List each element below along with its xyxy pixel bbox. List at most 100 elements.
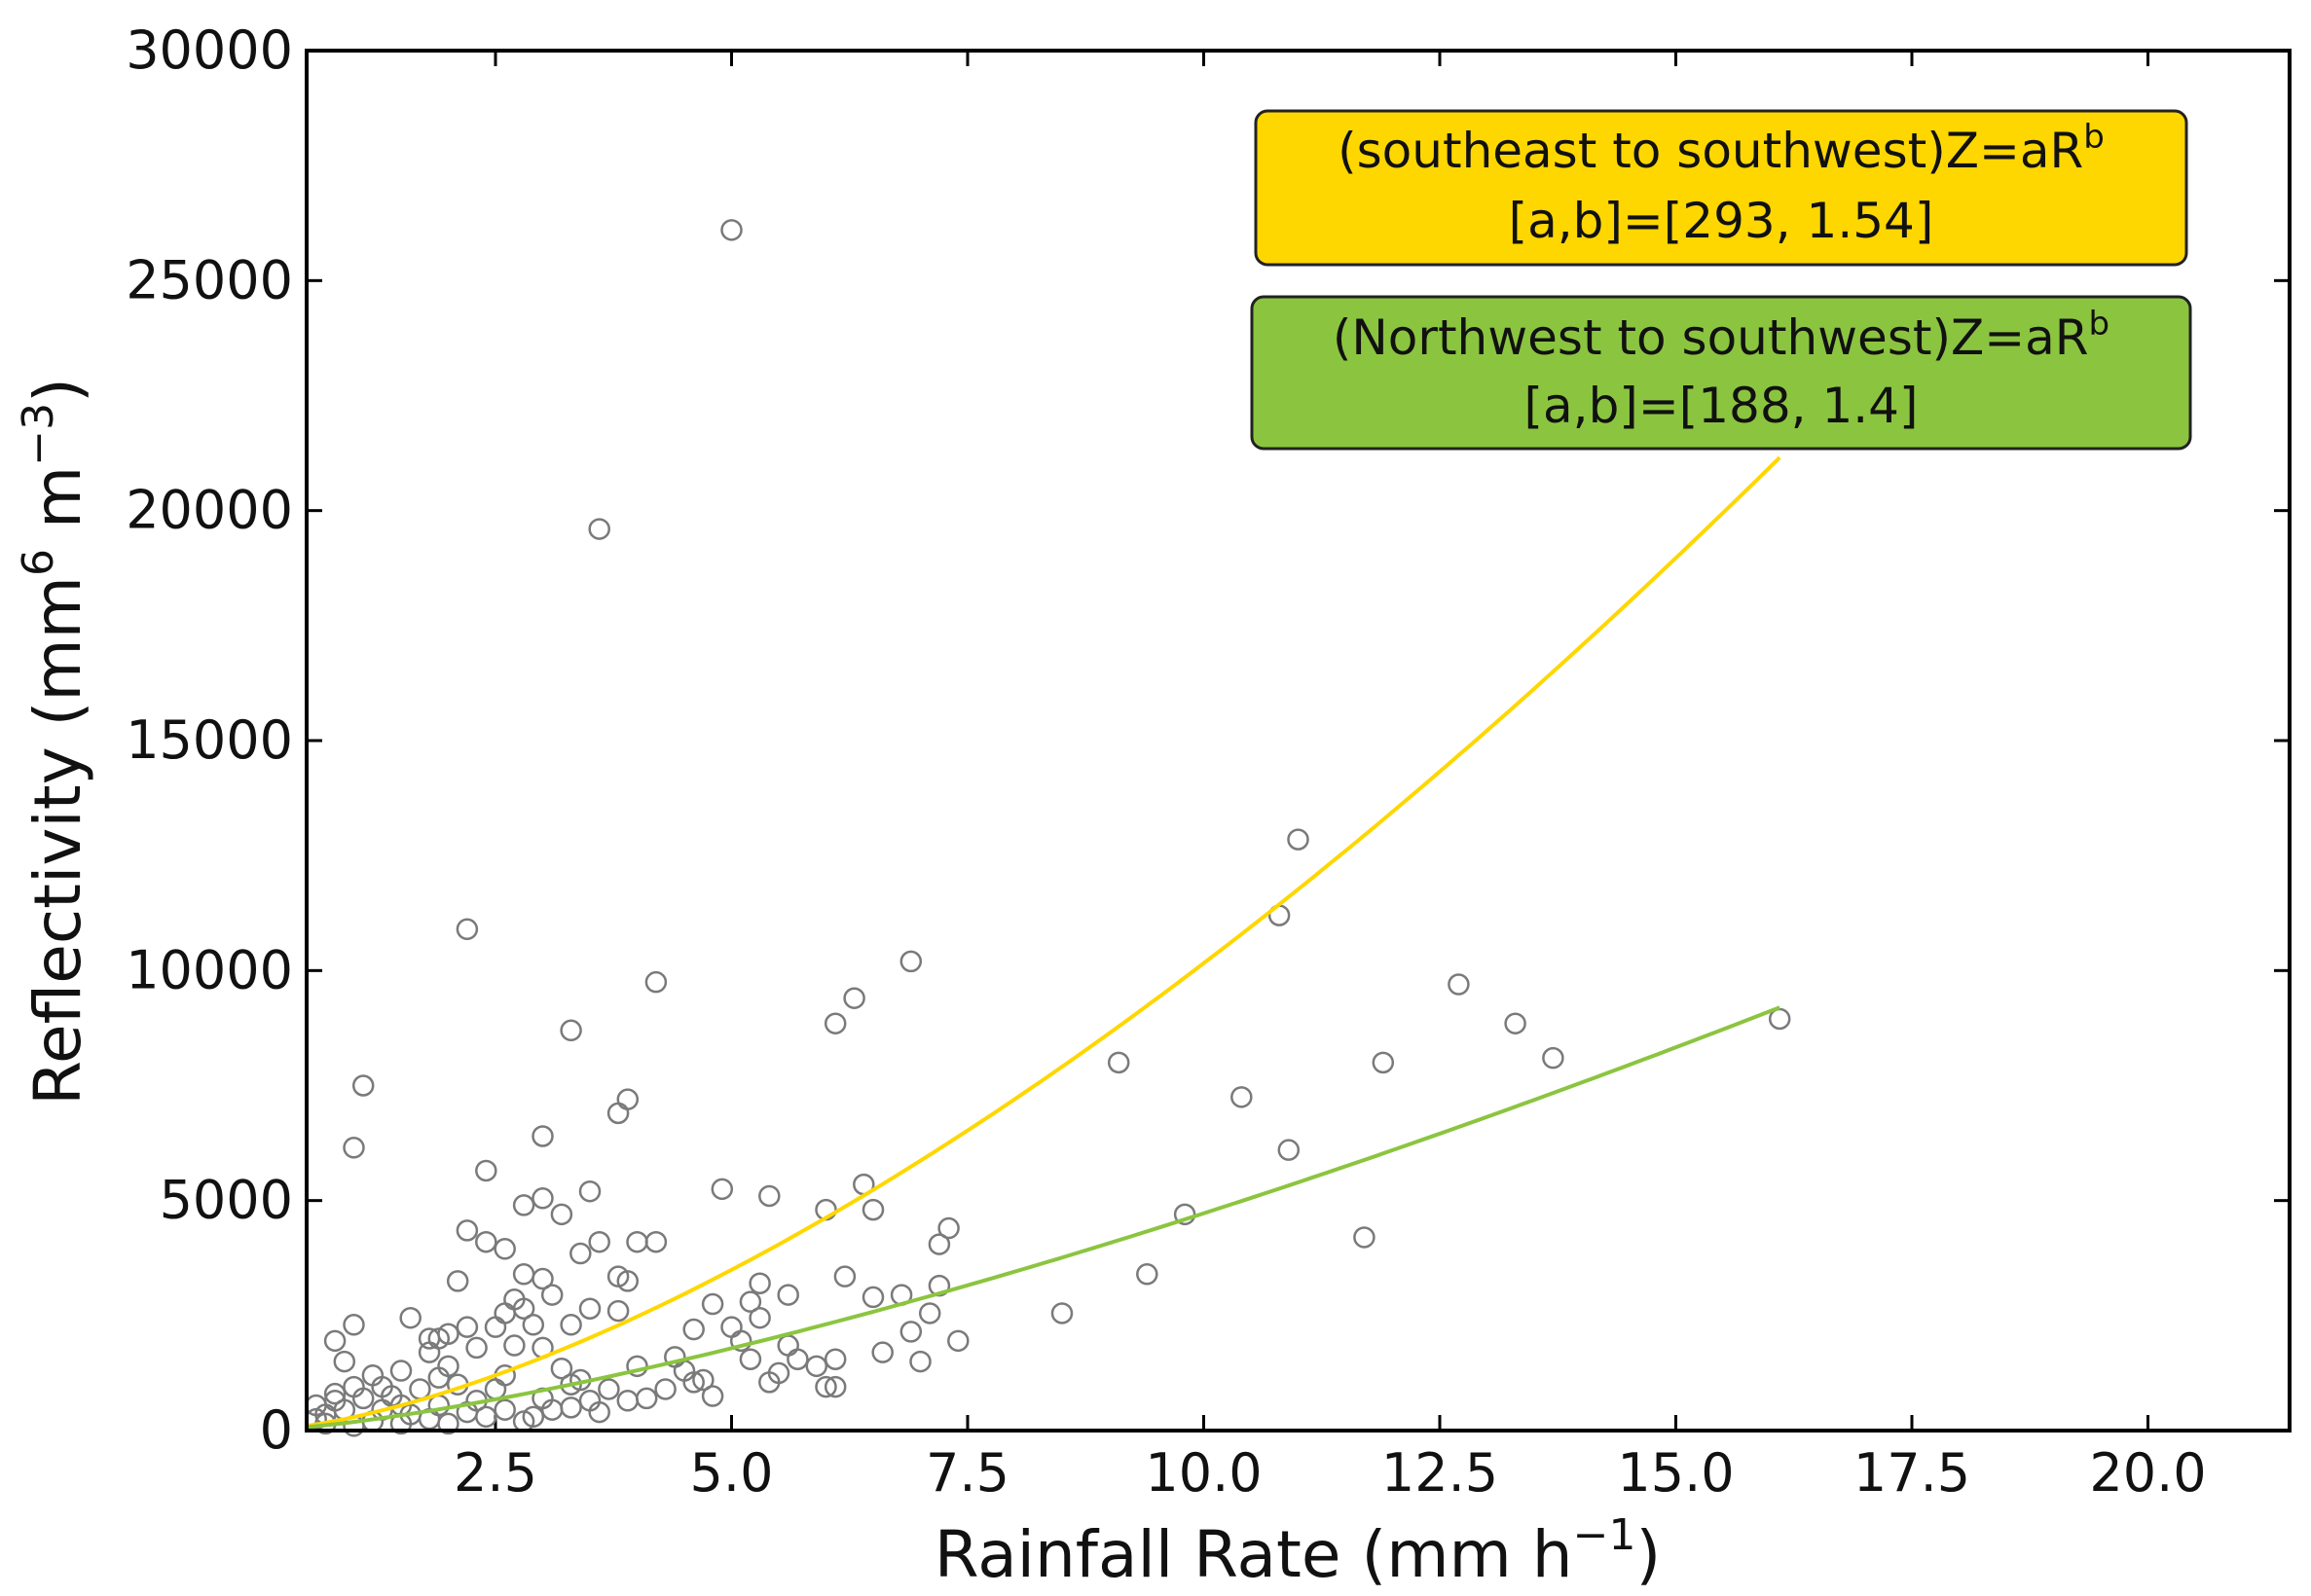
data-point: [947, 1329, 970, 1353]
y-tick-label: 15000: [126, 709, 293, 771]
data-point: [351, 1074, 375, 1097]
data-point: [578, 1390, 602, 1412]
data-point: [323, 1329, 347, 1353]
data-point: [588, 1230, 610, 1253]
data-point: [711, 1178, 734, 1201]
data-point: [494, 1302, 516, 1324]
data-point: [456, 1219, 479, 1242]
x-tick-label: 2.5: [454, 1442, 537, 1504]
y-tick-label: 30000: [126, 19, 293, 81]
x-tick-label: 12.5: [1381, 1442, 1498, 1504]
data-point: [578, 1179, 602, 1203]
x-tick-label: 15.0: [1617, 1442, 1734, 1504]
data-point: [1448, 973, 1470, 996]
data-point: [899, 950, 923, 973]
data-point: [682, 1318, 705, 1341]
data-point: [532, 1125, 554, 1147]
data-point: [475, 1405, 497, 1429]
data-point: [475, 1159, 497, 1182]
data-point: [720, 219, 743, 241]
y-tick-label: 20000: [126, 480, 293, 541]
data-point: [1372, 1051, 1395, 1074]
data-point: [749, 1272, 771, 1294]
data-point: [512, 1194, 535, 1216]
x-tick-label: 10.0: [1145, 1442, 1262, 1504]
data-point: [843, 987, 865, 1009]
data-point: [739, 1290, 762, 1313]
data-point: [598, 1378, 620, 1400]
data-point: [909, 1350, 932, 1373]
y-axis-title: Reflectivity (mm6 m−3): [14, 378, 95, 1106]
data-point: [1107, 1051, 1130, 1074]
data-point: [749, 1306, 771, 1329]
data-point: [824, 1012, 847, 1034]
data-point: [540, 1398, 564, 1421]
data-point: [626, 1355, 648, 1378]
data-point: [701, 1385, 724, 1407]
y-tick-label: 25000: [126, 249, 293, 310]
x-tick-label: 20.0: [2089, 1442, 2206, 1504]
data-point: [777, 1284, 799, 1306]
legend-label-southeast: (southeast to southwest)Z=aRb: [1338, 118, 2105, 179]
data-point: [475, 1230, 497, 1253]
data-point: [343, 1137, 365, 1159]
data-point: [418, 1341, 441, 1363]
data-point: [1230, 1086, 1253, 1108]
data-point: [532, 1267, 554, 1290]
data-point: [758, 1184, 781, 1208]
y-tick-label: 0: [260, 1399, 293, 1461]
plot-area-frame: [305, 49, 2292, 1433]
data-point: [532, 1187, 554, 1210]
data-point: [824, 1375, 847, 1398]
data-point: [767, 1361, 790, 1385]
data-point: [494, 1238, 516, 1260]
data-point: [427, 1366, 451, 1389]
data-point: [739, 1348, 762, 1370]
y-tick-label: 5000: [160, 1170, 293, 1231]
data-point: [1504, 1012, 1526, 1034]
data-point: [626, 1230, 648, 1253]
data-point: [928, 1233, 951, 1255]
legend-params-southeast: [a,b]=[293, 1.54]: [1509, 193, 1934, 249]
data-point: [692, 1368, 715, 1392]
data-point: [569, 1242, 592, 1265]
data-point: [503, 1334, 526, 1357]
data-point: [418, 1327, 441, 1350]
legend-entry-southeast: (southeast to southwest)Z=aRb [a,b]=[293…: [1254, 109, 2188, 267]
data-point: [437, 1412, 459, 1435]
data-point: [635, 1387, 658, 1410]
data-point: [522, 1314, 545, 1336]
data-point: [333, 1350, 356, 1373]
data-point: [1287, 828, 1309, 851]
data-point: [323, 1382, 347, 1405]
data-point: [1136, 1263, 1158, 1286]
data-point: [899, 1321, 923, 1343]
y-tick-label: 10000: [126, 939, 293, 1000]
fit-curves: [306, 455, 1781, 1430]
data-point: [1353, 1226, 1376, 1249]
data-point: [588, 518, 610, 540]
legend-box-southeast: [1254, 109, 2188, 267]
data-point: [494, 1398, 516, 1421]
legend-params-northwest: [a,b]=[188, 1.4]: [1524, 378, 1919, 434]
x-tick-label: 7.5: [926, 1442, 1009, 1504]
data-point: [1277, 1139, 1301, 1161]
data-point: [815, 1375, 837, 1398]
data-point: [862, 1198, 885, 1221]
data-point: [550, 1203, 573, 1226]
x-tick-label: 5.0: [690, 1442, 774, 1504]
data-point: [701, 1292, 724, 1316]
data-point: [465, 1336, 488, 1360]
data-point: [399, 1306, 422, 1329]
data-point: [871, 1341, 894, 1363]
data-point: [606, 1102, 630, 1125]
data-point: [343, 1314, 365, 1336]
data-point: [1542, 1046, 1564, 1070]
data-point: [606, 1299, 630, 1323]
data-point: [456, 918, 479, 941]
data-point: [862, 1286, 885, 1309]
legend-entry-northwest: (Northwest to southwest)Z=aRb [a,b]=[188…: [1250, 295, 2192, 451]
axis-ticks: [307, 49, 2290, 1433]
x-axis-title: Rainfall Rate (mm h−1): [935, 1510, 1661, 1592]
